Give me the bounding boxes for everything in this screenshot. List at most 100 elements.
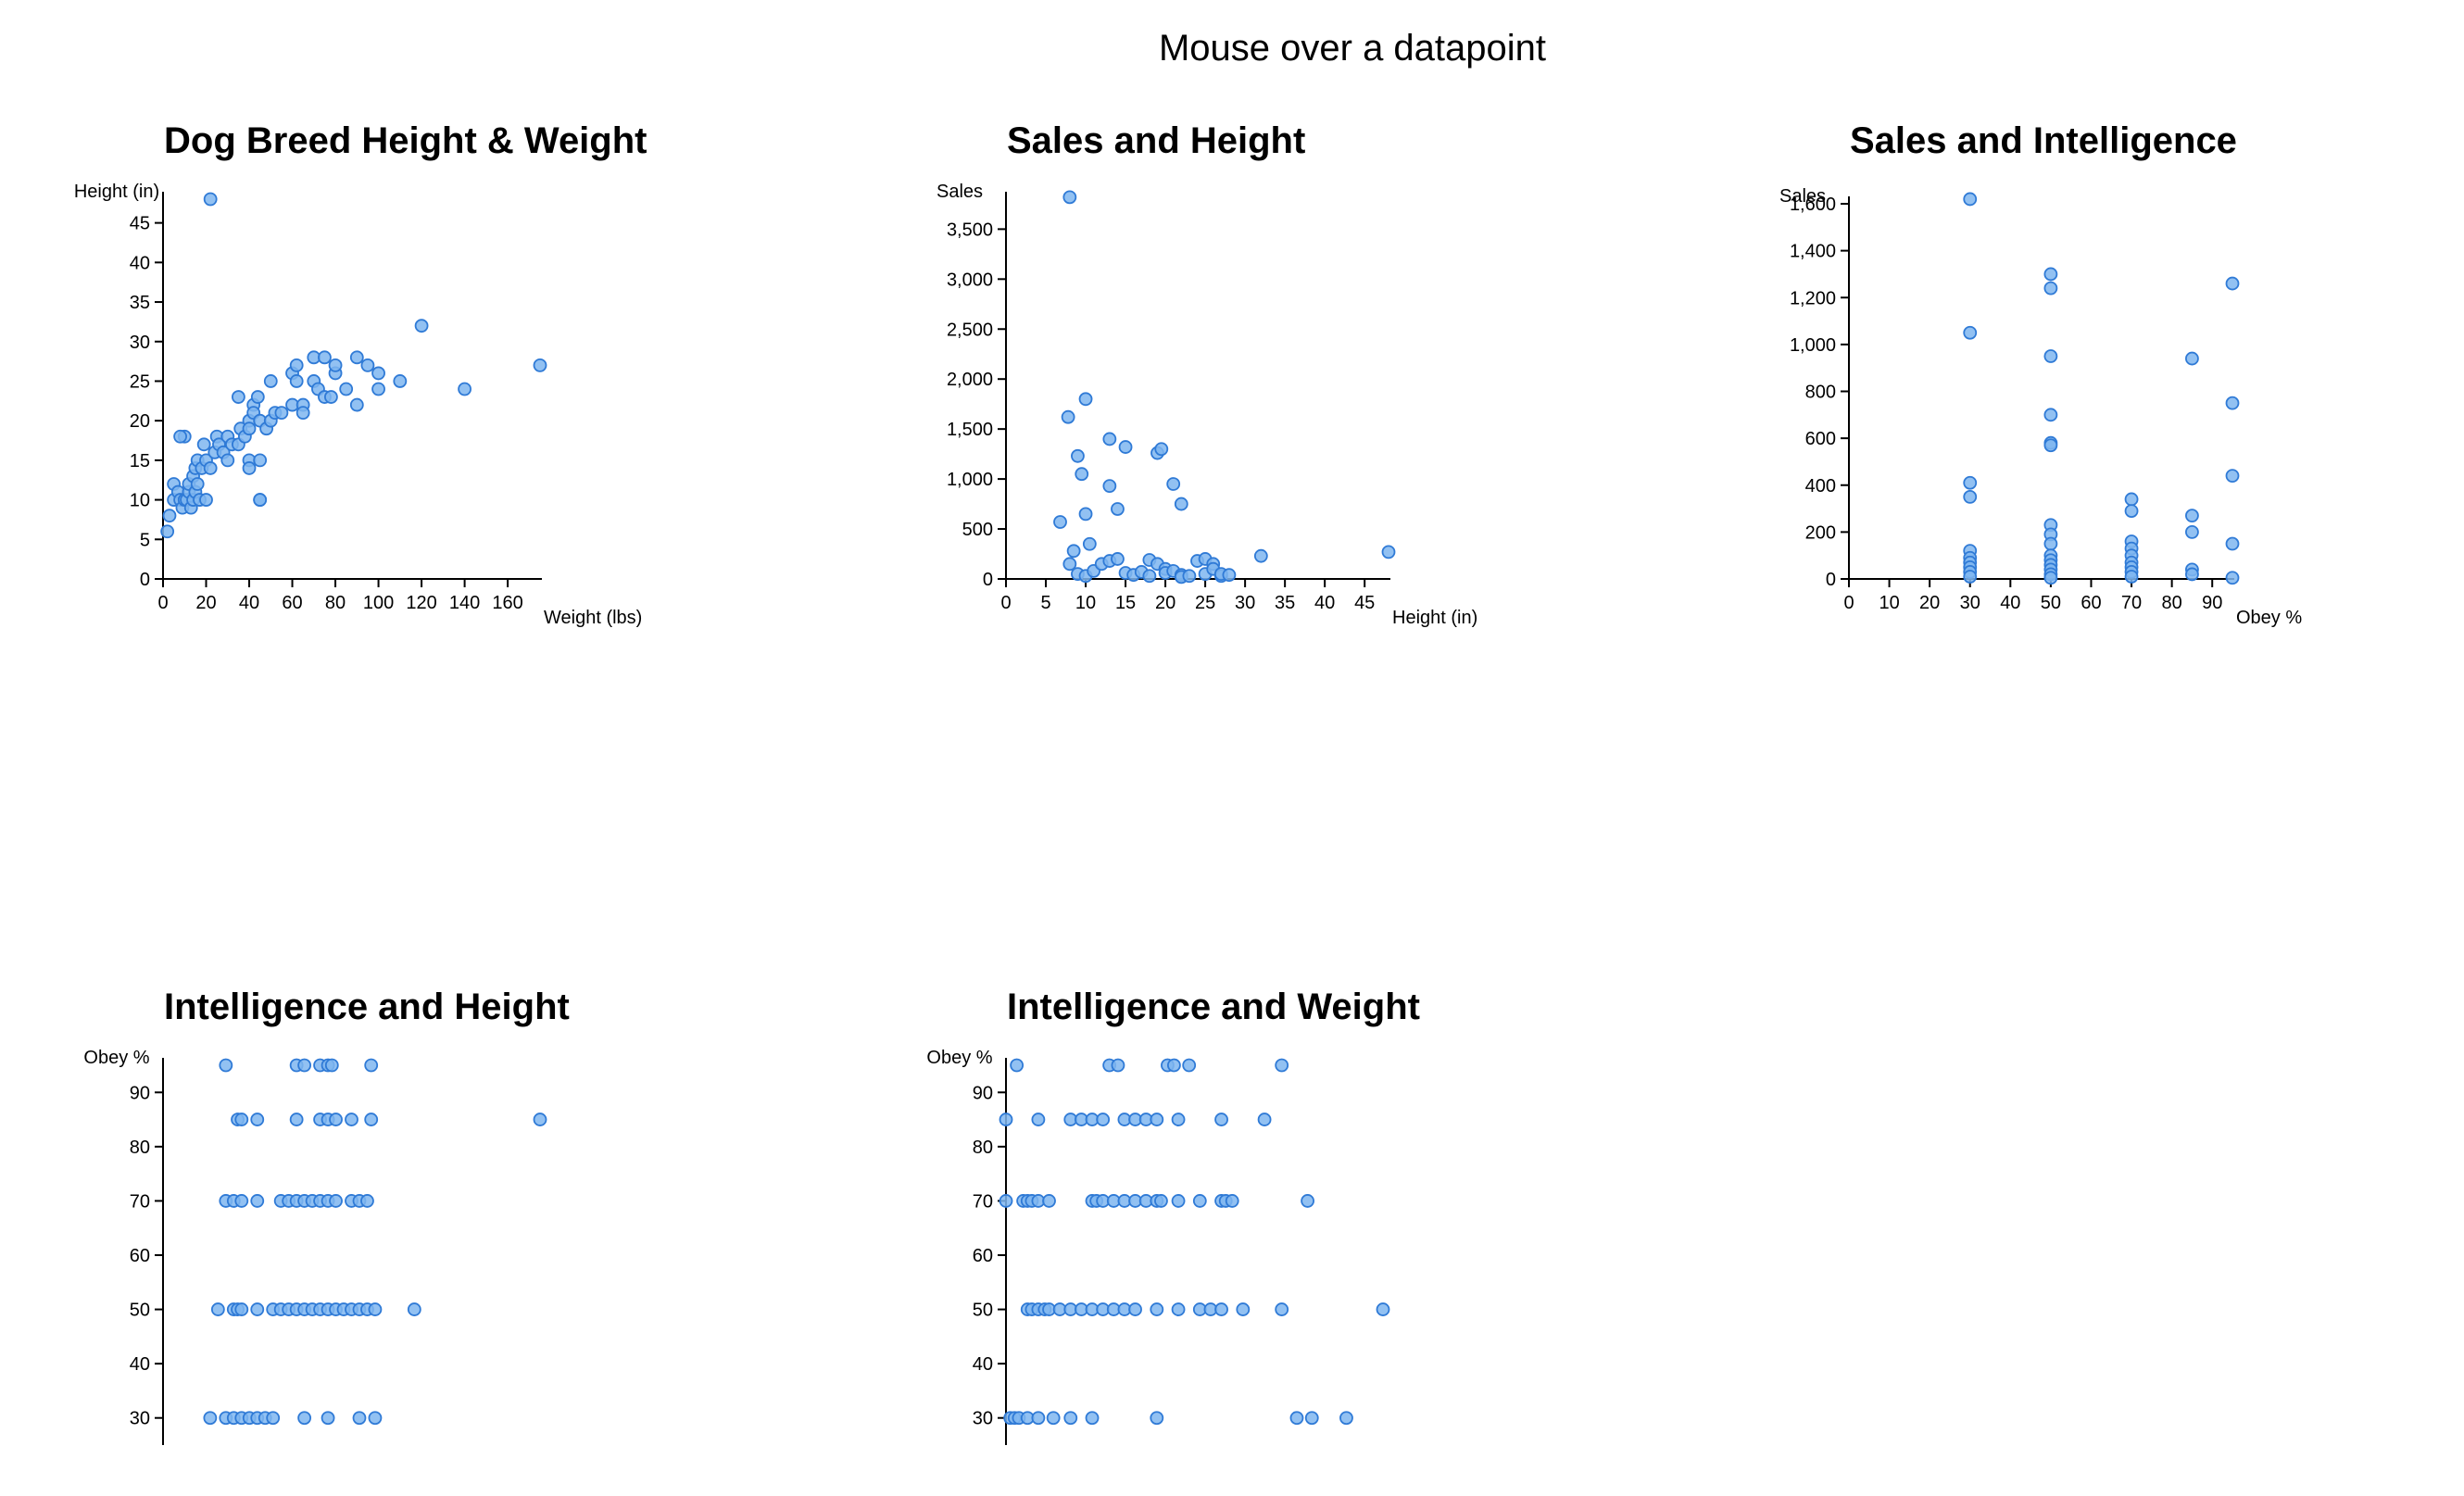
data-point[interactable]	[1174, 497, 1188, 511]
data-point[interactable]	[1102, 432, 1117, 446]
data-point[interactable]	[2043, 267, 2058, 282]
data-point[interactable]	[1046, 1411, 1061, 1426]
data-point[interactable]	[999, 1194, 1013, 1208]
data-point[interactable]	[345, 1113, 358, 1126]
data-point[interactable]	[160, 524, 175, 539]
data-point[interactable]	[242, 421, 257, 436]
data-point[interactable]	[1963, 570, 1978, 584]
data-point[interactable]	[2225, 396, 2240, 410]
data-point[interactable]	[203, 461, 218, 475]
data-point[interactable]	[220, 453, 235, 468]
data-point[interactable]	[1142, 569, 1157, 584]
data-point[interactable]	[203, 1411, 218, 1426]
data-point[interactable]	[364, 1113, 379, 1126]
data-point[interactable]	[2185, 524, 2199, 539]
data-point[interactable]	[368, 1302, 383, 1316]
data-point[interactable]	[2043, 438, 2058, 453]
data-point[interactable]	[349, 350, 364, 365]
data-point[interactable]	[1150, 1411, 1164, 1426]
data-point[interactable]	[1339, 1411, 1353, 1426]
data-point[interactable]	[1222, 568, 1237, 583]
data-point[interactable]	[352, 1411, 367, 1426]
data-point[interactable]	[1111, 1058, 1125, 1073]
data-point[interactable]	[318, 350, 332, 365]
data-point[interactable]	[329, 1113, 343, 1126]
data-point[interactable]	[1182, 1058, 1197, 1073]
data-point[interactable]	[263, 374, 278, 388]
data-point[interactable]	[219, 1058, 233, 1073]
data-point[interactable]	[1061, 409, 1075, 424]
data-point[interactable]	[190, 477, 205, 491]
data-point[interactable]	[2185, 509, 2199, 523]
data-point[interactable]	[1096, 1113, 1111, 1126]
data-point[interactable]	[1062, 557, 1077, 572]
data-point[interactable]	[2124, 492, 2139, 507]
data-point[interactable]	[1963, 192, 1978, 207]
data-point[interactable]	[297, 1411, 312, 1426]
data-point[interactable]	[2225, 469, 2240, 484]
data-point[interactable]	[324, 390, 338, 404]
data-point[interactable]	[1031, 1113, 1046, 1126]
data-point[interactable]	[360, 1194, 374, 1208]
data-point[interactable]	[339, 382, 354, 396]
data-point[interactable]	[234, 1194, 249, 1208]
data-point[interactable]	[324, 1058, 339, 1073]
data-point[interactable]	[1289, 1411, 1304, 1426]
data-point[interactable]	[162, 509, 177, 523]
data-point[interactable]	[329, 1194, 343, 1208]
data-point[interactable]	[1963, 490, 1978, 504]
data-point[interactable]	[289, 358, 304, 372]
data-point[interactable]	[1192, 1194, 1207, 1208]
data-point[interactable]	[1225, 1194, 1239, 1208]
data-point[interactable]	[1042, 1194, 1056, 1208]
data-point[interactable]	[407, 1302, 421, 1316]
data-point[interactable]	[2043, 536, 2058, 551]
data-point[interactable]	[328, 358, 343, 372]
data-point[interactable]	[1214, 1113, 1228, 1126]
data-point[interactable]	[368, 1411, 383, 1426]
data-point[interactable]	[173, 429, 188, 444]
data-point[interactable]	[1082, 536, 1097, 551]
data-point[interactable]	[1118, 440, 1133, 454]
data-point[interactable]	[2043, 571, 2058, 585]
data-point[interactable]	[1963, 475, 1978, 490]
data-point[interactable]	[1154, 442, 1169, 457]
data-point[interactable]	[1078, 392, 1093, 407]
data-point[interactable]	[199, 493, 213, 507]
data-point[interactable]	[1085, 1411, 1100, 1426]
data-point[interactable]	[1063, 1411, 1078, 1426]
data-point[interactable]	[196, 437, 211, 452]
data-point[interactable]	[1111, 552, 1125, 566]
data-point[interactable]	[234, 1302, 249, 1316]
data-point[interactable]	[1381, 545, 1396, 559]
data-point[interactable]	[1111, 502, 1125, 516]
data-point[interactable]	[2043, 281, 2058, 295]
data-point[interactable]	[533, 1113, 547, 1126]
data-point[interactable]	[1154, 1194, 1168, 1208]
data-point[interactable]	[999, 1113, 1013, 1126]
data-point[interactable]	[253, 493, 268, 507]
data-point[interactable]	[289, 374, 304, 388]
data-point[interactable]	[1171, 1302, 1186, 1316]
data-point[interactable]	[349, 397, 364, 412]
data-point[interactable]	[1167, 1058, 1181, 1073]
data-point[interactable]	[2225, 536, 2240, 551]
data-point[interactable]	[360, 358, 375, 372]
data-point[interactable]	[364, 1058, 379, 1073]
data-point[interactable]	[297, 1058, 312, 1073]
data-point[interactable]	[1257, 1113, 1272, 1126]
data-point[interactable]	[1963, 325, 1978, 340]
data-point[interactable]	[2225, 571, 2240, 585]
data-point[interactable]	[393, 374, 408, 388]
data-point[interactable]	[1275, 1302, 1289, 1316]
data-point[interactable]	[2124, 570, 2139, 584]
data-point[interactable]	[321, 1411, 335, 1426]
data-point[interactable]	[203, 192, 218, 207]
data-point[interactable]	[2043, 349, 2058, 363]
data-point[interactable]	[2185, 351, 2199, 366]
data-point[interactable]	[1010, 1058, 1025, 1073]
data-point[interactable]	[371, 366, 385, 381]
data-point[interactable]	[2124, 504, 2139, 518]
data-point[interactable]	[1078, 507, 1093, 522]
data-point[interactable]	[2225, 276, 2240, 291]
